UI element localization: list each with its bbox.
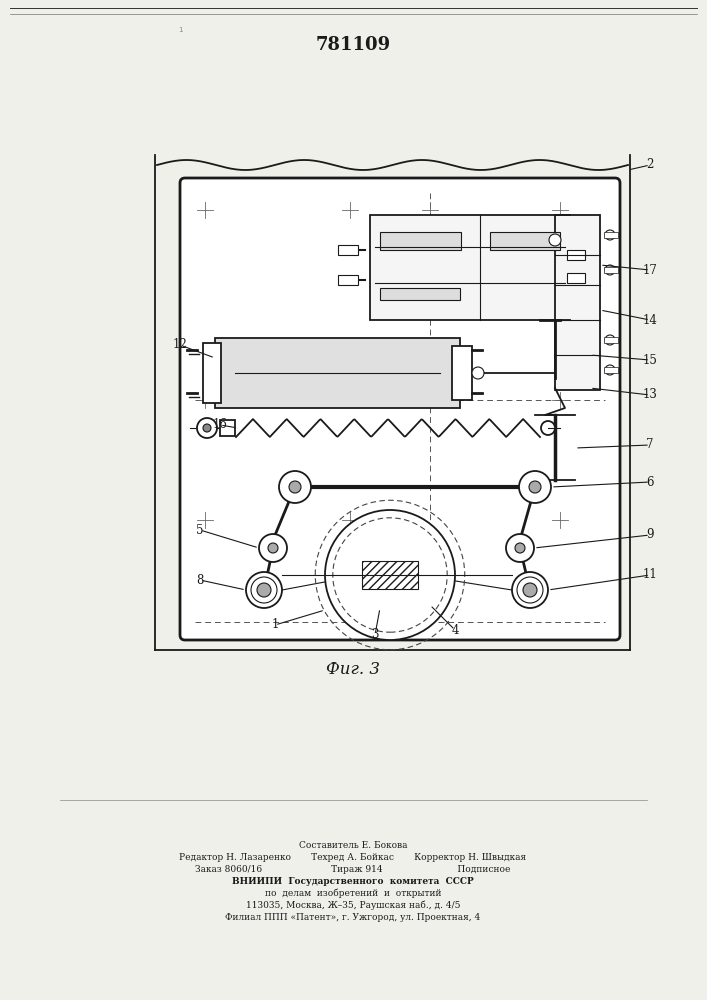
Bar [604, 232, 618, 238]
Bar [370, 215, 570, 320]
Circle shape [203, 424, 211, 432]
Circle shape [197, 418, 217, 438]
Text: 13: 13 [643, 388, 658, 401]
Circle shape [289, 481, 301, 493]
Circle shape [605, 365, 615, 375]
Bar [203, 343, 221, 403]
Circle shape [506, 534, 534, 562]
Bar [604, 367, 618, 373]
Bar [338, 245, 358, 255]
Bar [380, 232, 461, 250]
Bar [555, 215, 600, 390]
Circle shape [523, 583, 537, 597]
Text: 1: 1 [177, 27, 182, 33]
Circle shape [279, 471, 311, 503]
Text: Фиг. 3: Фиг. 3 [326, 662, 380, 678]
Circle shape [605, 335, 615, 345]
Circle shape [472, 367, 484, 379]
Bar [220, 420, 235, 436]
Circle shape [529, 481, 541, 493]
Text: Составитель Е. Бокова: Составитель Е. Бокова [299, 840, 407, 850]
Circle shape [519, 471, 551, 503]
Text: 2: 2 [646, 158, 654, 172]
Text: 5: 5 [197, 524, 204, 536]
Text: 8: 8 [197, 574, 204, 586]
Circle shape [605, 265, 615, 275]
Circle shape [605, 230, 615, 240]
Text: ВНИИПИ  Государственного  комитета  СССР: ВНИИПИ Государственного комитета СССР [232, 876, 474, 886]
Circle shape [512, 572, 548, 608]
Bar [380, 288, 460, 300]
Circle shape [268, 543, 278, 553]
Bar [567, 273, 585, 283]
Text: Заказ 8060/16                        Тираж 914                          Подписно: Заказ 8060/16 Тираж 914 Подписно [195, 864, 510, 874]
Text: по  делам  изобретений  и  открытий: по делам изобретений и открытий [264, 888, 441, 898]
Text: 15: 15 [643, 354, 658, 366]
Circle shape [541, 421, 555, 435]
Circle shape [325, 510, 455, 640]
Circle shape [257, 583, 271, 597]
Text: 781109: 781109 [315, 36, 390, 54]
Circle shape [246, 572, 282, 608]
Bar [362, 561, 418, 589]
Text: 9: 9 [646, 528, 654, 542]
Text: 1: 1 [271, 618, 279, 632]
Text: 3: 3 [371, 629, 379, 642]
Text: 6: 6 [646, 476, 654, 488]
Bar [567, 250, 585, 260]
Circle shape [259, 534, 287, 562]
Bar [452, 346, 472, 400]
Text: 113035, Москва, Ж–35, Раушская наб., д. 4/5: 113035, Москва, Ж–35, Раушская наб., д. … [246, 900, 460, 910]
Bar [604, 267, 618, 273]
Text: 11: 11 [643, 568, 658, 582]
Text: 17: 17 [643, 263, 658, 276]
Circle shape [549, 234, 561, 246]
Text: 12: 12 [173, 338, 187, 352]
Text: Филиал ППП «Патент», г. Ужгород, ул. Проектная, 4: Филиал ППП «Патент», г. Ужгород, ул. Про… [226, 912, 481, 922]
FancyBboxPatch shape [180, 178, 620, 640]
Text: 7: 7 [646, 438, 654, 452]
Bar [215, 338, 460, 408]
Text: 4: 4 [451, 624, 459, 637]
Text: 16: 16 [213, 418, 228, 432]
Text: 14: 14 [643, 314, 658, 326]
Circle shape [515, 543, 525, 553]
Text: Редактор Н. Лазаренко       Техред А. Бойкас       Корректор Н. Швыдкая: Редактор Н. Лазаренко Техред А. Бойкас К… [180, 852, 527, 861]
Bar [604, 337, 618, 343]
Bar [490, 232, 560, 250]
Bar [338, 275, 358, 285]
